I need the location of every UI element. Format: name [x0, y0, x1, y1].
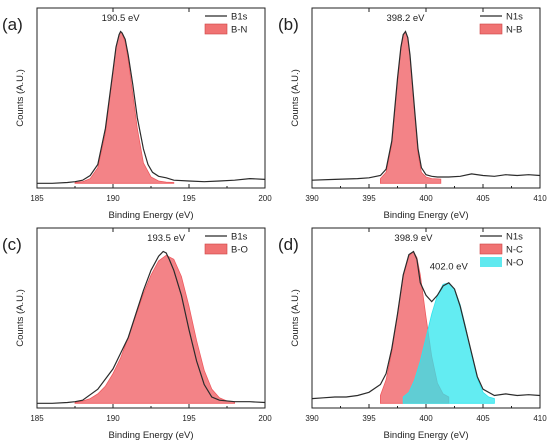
- legend-fill-swatch: [204, 243, 228, 255]
- panel-label: (d): [278, 235, 299, 254]
- spectrum-line-n1s: [311, 30, 541, 181]
- legend-fill-swatch: [479, 23, 503, 35]
- x-tick-label: 200: [258, 194, 272, 203]
- peak-label: 193.5 eV: [147, 233, 186, 244]
- legend-label: N-O: [506, 258, 523, 269]
- x-tick-label: 400: [419, 414, 433, 423]
- x-axis-label: Binding Energy (eV): [108, 430, 193, 441]
- x-tick-label: 185: [30, 414, 44, 423]
- x-tick-label: 395: [362, 414, 376, 423]
- x-tick-label: 390: [305, 194, 319, 203]
- x-tick-label: 410: [533, 414, 547, 423]
- x-tick-label: 195: [182, 194, 196, 203]
- peak-label: 398.2 eV: [386, 13, 425, 24]
- x-tick-label: 185: [30, 194, 44, 203]
- x-axis-label: Binding Energy (eV): [383, 430, 468, 441]
- y-axis-label: Counts (A.U.): [290, 69, 301, 127]
- x-tick-label: 195: [182, 414, 196, 423]
- xps-panel-3: (c) 185 190 195 200 Binding Energy (eV) Counts…: [2, 227, 272, 441]
- x-tick-label: 390: [305, 414, 319, 423]
- x-axis-label: Binding Energy (eV): [383, 210, 468, 221]
- peak-label: 398.9 eV: [394, 233, 433, 244]
- peak-label: 190.5 eV: [102, 13, 141, 24]
- xps-panel-1: (a) 185 190 195 200 Binding Energy (eV) Counts…: [2, 7, 272, 221]
- x-tick-label: 400: [419, 194, 433, 203]
- legend-label: B-O: [231, 245, 248, 256]
- xps-panel-4: (d) 390 395 400 405 410 Binding Energy (eV) Cou…: [278, 227, 547, 441]
- legend-label: N1s: [506, 12, 523, 23]
- x-tick-label: 410: [533, 194, 547, 203]
- legend-label: N-B: [506, 25, 522, 36]
- legend-label: N1s: [506, 232, 523, 243]
- fit-peak-n-b: [380, 30, 442, 184]
- panel-label: (a): [2, 15, 23, 34]
- legend-fill-swatch: [479, 243, 503, 255]
- y-axis-label: Counts (A.U.): [15, 69, 26, 127]
- fit-peak-b-n: [74, 30, 175, 184]
- spectrum-line-b1s: [37, 30, 266, 184]
- peak-label: 402.0 eV: [430, 261, 469, 272]
- x-tick-label: 405: [476, 194, 490, 203]
- x-tick-label: 190: [106, 194, 120, 203]
- y-axis-label: Counts (A.U.): [15, 289, 26, 347]
- x-tick-label: 395: [362, 194, 376, 203]
- y-axis-label: Counts (A.U.): [290, 289, 301, 347]
- spectrum-line-n1s: [311, 250, 541, 400]
- x-tick-label: 405: [476, 414, 490, 423]
- legend-label: B-N: [231, 25, 248, 36]
- x-tick-label: 200: [258, 414, 272, 423]
- x-tick-label: 190: [106, 414, 120, 423]
- xps-panel-2: (b) 390 395 400 405 410 Binding Energy (eV) Cou…: [278, 7, 547, 221]
- legend-fill-swatch: [480, 257, 502, 267]
- panel-label: (b): [278, 15, 299, 34]
- legend-label: B1s: [231, 232, 248, 243]
- legend-fill-swatch: [204, 23, 228, 35]
- panel-label: (c): [2, 235, 22, 254]
- x-axis-label: Binding Energy (eV): [108, 210, 193, 221]
- legend-label: B1s: [231, 12, 248, 23]
- legend-label: N-C: [506, 245, 523, 256]
- spectrum-line-b1s: [37, 250, 266, 404]
- fit-peak-b-o: [74, 254, 235, 404]
